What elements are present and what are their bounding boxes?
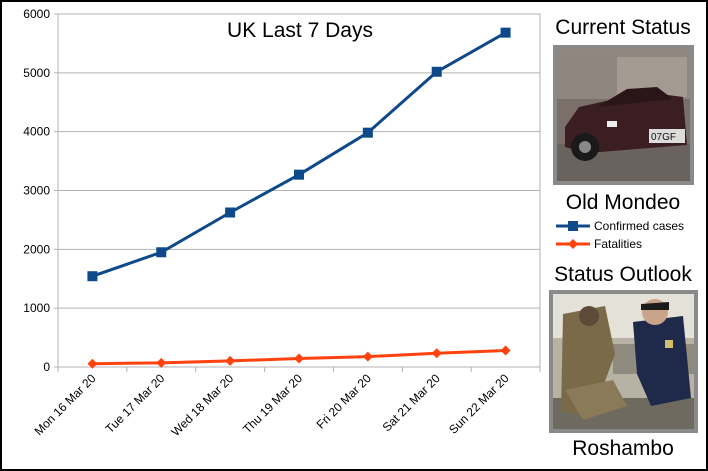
x-tick-label: Sat 21 Mar 20: [380, 371, 443, 434]
x-tick-label: Wed 18 Mar 20: [169, 371, 237, 439]
x-tick-label: Thu 19 Mar 20: [240, 371, 305, 436]
y-tick-label: 5000: [23, 66, 50, 80]
data-point-confirmed: [294, 169, 304, 180]
data-point-fatalities: [225, 355, 236, 366]
x-tick-label: Fri 20 Mar 20: [314, 371, 375, 432]
data-point-confirmed: [362, 127, 373, 138]
legend-swatch-fatalities: [556, 239, 590, 249]
status-outlook-heading: Status Outlook: [554, 263, 692, 286]
roshambo-photo: [549, 290, 698, 433]
line-chart: 0 1000 2000 3000 4000 5000 6000 Mon 16 Mar 20 Tu…: [23, 7, 541, 439]
data-point-fatalities: [362, 351, 373, 362]
chart-title: UK Last 7 Days: [227, 19, 373, 42]
y-tick-label: 1000: [23, 301, 50, 315]
current-status-heading: Current Status: [555, 16, 691, 39]
data-point-confirmed: [156, 247, 167, 258]
status-outlook-caption: Roshambo: [572, 437, 674, 460]
data-point-fatalities: [87, 358, 98, 369]
y-tick-label: 6000: [23, 7, 50, 21]
x-tick-label: Mon 16 Mar 20: [32, 371, 99, 438]
x-tick-label: Tue 17 Mar 20: [103, 371, 168, 436]
legend-label-confirmed: Confirmed cases: [594, 219, 685, 233]
y-tick-label: 0: [43, 360, 50, 374]
data-point-fatalities: [294, 353, 304, 364]
data-point-fatalities: [500, 345, 511, 356]
data-point-confirmed: [500, 27, 511, 38]
x-tick-label: Sun 22 Mar 20: [446, 371, 512, 437]
data-point-fatalities: [431, 348, 442, 359]
current-status-caption: Old Mondeo: [565, 191, 681, 214]
data-point-confirmed: [87, 271, 98, 282]
data-point-fatalities: [156, 357, 167, 368]
legend-swatch-confirmed: [556, 221, 590, 231]
y-tick-label: 2000: [23, 242, 50, 256]
legend-label-fatalities: Fatalities: [594, 237, 643, 251]
y-tick-label: 4000: [23, 125, 50, 139]
data-point-confirmed: [225, 207, 236, 218]
crashed-car-photo: 07GF: [553, 45, 694, 185]
y-tick-label: 3000: [23, 184, 50, 198]
data-point-confirmed: [431, 66, 442, 77]
car-plate-text: 07GF: [651, 132, 676, 143]
